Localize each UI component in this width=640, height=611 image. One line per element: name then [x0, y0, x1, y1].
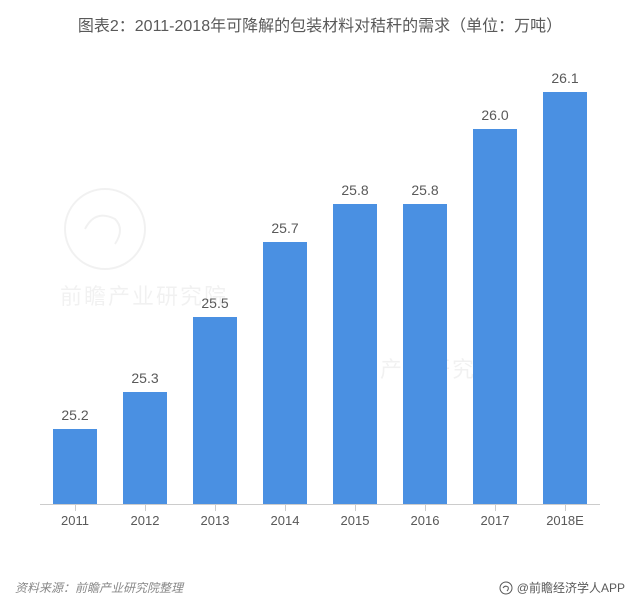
x-label: 2014 [250, 513, 320, 528]
bar-value-label: 25.5 [201, 295, 228, 311]
x-axis: 20112012201320142015201620172018E [40, 504, 600, 534]
bar-group: 25.2 [40, 407, 110, 504]
bar [193, 317, 237, 504]
bar-group: 25.8 [390, 182, 460, 504]
bar-group: 25.7 [250, 220, 320, 504]
bar-value-label: 25.8 [341, 182, 368, 198]
bar-group: 25.8 [320, 182, 390, 504]
x-label: 2015 [320, 513, 390, 528]
bar [123, 392, 167, 504]
bar-value-label: 26.0 [481, 107, 508, 123]
bar [403, 204, 447, 504]
x-tick: 2015 [320, 505, 390, 534]
bar-value-label: 25.7 [271, 220, 298, 236]
bar [53, 429, 97, 504]
attribution: @前瞻经济学人APP [499, 579, 625, 596]
chart-area: 前瞻产业研究院 前瞻产业研究院 25.225.325.525.725.825.8… [20, 54, 620, 534]
x-label: 2017 [460, 513, 530, 528]
bar-group: 25.3 [110, 370, 180, 504]
bar [333, 204, 377, 504]
x-tick: 2011 [40, 505, 110, 534]
bar-value-label: 25.8 [411, 182, 438, 198]
bar-group: 26.0 [460, 107, 530, 504]
source-text: 资料来源：前瞻产业研究院整理 [15, 579, 183, 596]
bar [263, 242, 307, 504]
x-label: 2018E [530, 513, 600, 528]
x-tick: 2013 [180, 505, 250, 534]
x-tick: 2018E [530, 505, 600, 534]
x-tick: 2014 [250, 505, 320, 534]
x-tick: 2017 [460, 505, 530, 534]
bar-value-label: 25.3 [131, 370, 158, 386]
attribution-text: @前瞻经济学人APP [517, 579, 625, 596]
x-label: 2013 [180, 513, 250, 528]
logo-icon [499, 581, 513, 595]
bar-value-label: 26.1 [551, 70, 578, 86]
bar [543, 92, 587, 504]
x-label: 2011 [40, 513, 110, 528]
bars-container: 25.2 25.3 25.5 25.7 25.8 25.8 26.0 26.1 [40, 54, 600, 504]
x-label: 2012 [110, 513, 180, 528]
bar-group: 25.5 [180, 295, 250, 504]
x-tick: 2012 [110, 505, 180, 534]
x-label: 2016 [390, 513, 460, 528]
chart-footer: 资料来源：前瞻产业研究院整理 @前瞻经济学人APP [15, 579, 625, 596]
bar-group: 26.1 [530, 70, 600, 504]
bar-value-label: 25.2 [61, 407, 88, 423]
bar [473, 129, 517, 504]
x-tick: 2016 [390, 505, 460, 534]
chart-title: 图表2：2011-2018年可降解的包装材料对秸秆的需求（单位：万吨） [0, 0, 640, 44]
